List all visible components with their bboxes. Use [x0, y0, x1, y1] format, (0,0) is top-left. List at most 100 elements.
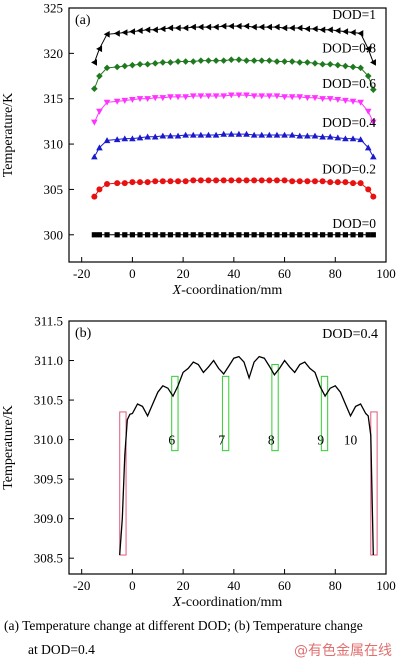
panel-a-x-tick-label: 40 — [227, 266, 240, 281]
series-DOD=0.2 — [91, 177, 377, 200]
data-point — [350, 180, 357, 187]
dod-annotation: DOD=0.4 — [322, 327, 378, 342]
data-point — [258, 57, 266, 64]
data-point — [212, 93, 220, 100]
cell-label: 9 — [317, 433, 324, 448]
caption-line-1: (a) Temperature change at different DOD;… — [4, 618, 363, 633]
data-point — [349, 98, 357, 105]
panel-b-x-tick-label: 80 — [329, 578, 342, 593]
data-point — [129, 135, 136, 142]
data-point — [104, 232, 110, 238]
figure: -20 0 20 40 60 80 100300305310315320325X-coord… — [1, 1, 396, 611]
data-point — [335, 232, 341, 238]
data-point — [364, 72, 372, 80]
data-point — [144, 96, 151, 103]
data-point — [212, 131, 220, 138]
data-point — [357, 136, 364, 143]
data-point — [205, 131, 212, 138]
data-point — [357, 180, 364, 187]
data-point — [296, 24, 303, 32]
panel-a-x-tick-label: 100 — [376, 266, 396, 281]
data-point — [258, 177, 265, 184]
data-point — [258, 23, 265, 31]
panel-a: -20 0 20 40 60 80 100 300 305 310 315 320 325 X-coord… — [1, 1, 396, 299]
data-point — [342, 28, 349, 35]
data-point — [235, 22, 242, 30]
data-point — [174, 132, 182, 139]
data-point — [129, 179, 136, 186]
data-point — [167, 59, 174, 66]
data-point — [250, 23, 257, 31]
data-point — [311, 95, 319, 102]
panel-a-panel-label: (a) — [75, 13, 91, 28]
data-point — [289, 232, 295, 238]
data-point — [297, 232, 303, 238]
data-point — [151, 60, 159, 67]
series-DOD=0.8 — [91, 56, 377, 93]
data-point — [96, 186, 103, 193]
data-point — [370, 86, 377, 93]
data-point — [190, 177, 197, 184]
data-point — [121, 135, 129, 142]
data-point — [288, 131, 296, 138]
data-point — [159, 178, 166, 185]
data-point — [370, 59, 376, 66]
data-point — [113, 63, 121, 71]
data-point — [274, 232, 280, 238]
cell-label: 7 — [218, 433, 225, 448]
data-point — [334, 61, 342, 69]
data-point — [342, 232, 349, 238]
data-point — [159, 25, 166, 33]
data-point — [167, 232, 174, 238]
data-point — [205, 177, 212, 184]
data-point — [235, 130, 243, 137]
data-point — [349, 63, 357, 71]
data-point — [319, 60, 326, 68]
data-point — [197, 23, 204, 31]
data-point — [334, 179, 341, 186]
data-point — [121, 180, 128, 187]
series-DOD=1 — [91, 22, 376, 66]
panel-b-x-tick-label: 0 — [129, 578, 136, 593]
data-point — [364, 45, 371, 53]
data-point — [326, 26, 333, 34]
panel-a-x-tick-label: 60 — [278, 266, 291, 281]
data-point — [349, 135, 357, 142]
panel-b-x-tick-label: -20 — [73, 578, 90, 593]
data-point — [251, 177, 258, 184]
data-point — [288, 94, 296, 101]
data-point — [151, 26, 158, 34]
data-point — [114, 180, 121, 187]
data-point — [183, 232, 189, 238]
data-point — [91, 85, 98, 93]
series-DOD=0 — [91, 232, 376, 238]
data-point — [220, 130, 227, 137]
data-point — [152, 232, 158, 238]
data-point — [266, 232, 272, 238]
data-point — [103, 64, 111, 72]
data-point — [243, 177, 250, 184]
panel-a-y-tick-label: 325 — [44, 1, 64, 16]
data-point — [220, 22, 227, 30]
data-point — [259, 232, 265, 238]
data-point — [220, 177, 227, 184]
panel-a-y-axis-label: Temperature/K — [1, 93, 16, 178]
data-point — [370, 232, 376, 238]
data-point — [364, 144, 372, 151]
data-point — [319, 26, 326, 34]
data-point — [235, 177, 242, 184]
data-point — [258, 131, 266, 138]
data-point — [144, 26, 151, 34]
panel-b-panel-label: (b) — [75, 326, 92, 341]
data-point — [121, 62, 129, 70]
data-point — [152, 178, 159, 185]
data-point — [250, 93, 258, 100]
data-point — [357, 99, 364, 106]
panel-a-x-axis-label: X-coordination/mm — [172, 283, 283, 298]
data-point — [151, 95, 159, 102]
data-point — [182, 131, 189, 138]
data-point — [91, 119, 98, 126]
data-point — [137, 179, 144, 186]
data-point — [212, 23, 219, 31]
watermark: @有色金属在线 — [294, 643, 392, 659]
